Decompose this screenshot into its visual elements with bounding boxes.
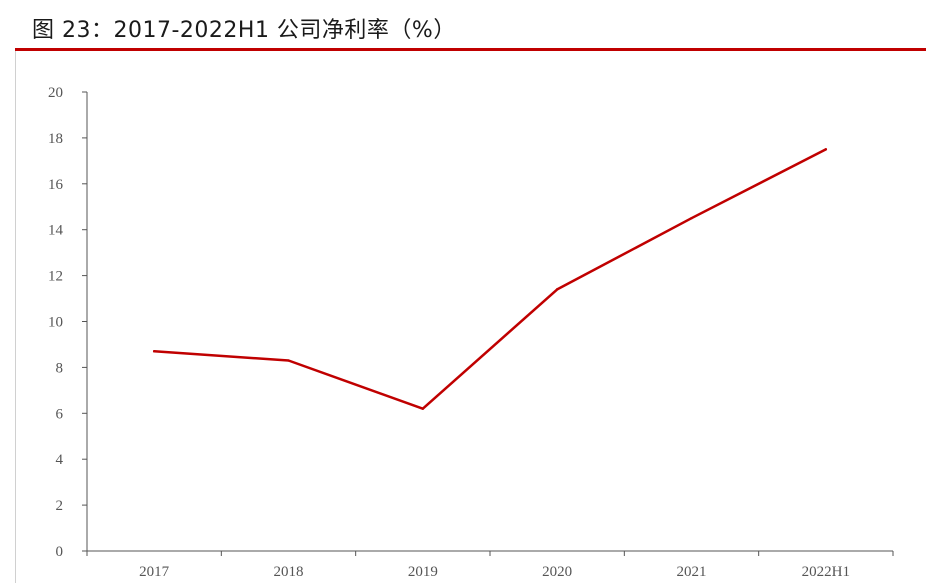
data-point bbox=[690, 217, 693, 220]
y-tick-label: 0 bbox=[56, 544, 64, 560]
y-tick-label: 4 bbox=[56, 452, 64, 468]
x-tick-label: 2018 bbox=[274, 564, 304, 580]
y-tick-label: 12 bbox=[48, 269, 63, 285]
frame-border-left bbox=[15, 51, 16, 583]
data-point bbox=[152, 350, 156, 353]
y-tick-label: 8 bbox=[56, 360, 64, 376]
title-divider bbox=[15, 48, 926, 51]
x-tick-label: 2017 bbox=[139, 564, 170, 580]
figure-title: 图 23：2017-2022H1 公司净利率（%） bbox=[32, 18, 456, 43]
y-tick-label: 14 bbox=[48, 223, 64, 239]
data-point bbox=[555, 288, 559, 291]
series-layer bbox=[152, 148, 828, 410]
y-tick-label: 6 bbox=[56, 406, 64, 422]
x-axis: 2017 2018 2019 2020 2021 2022H1 bbox=[86, 550, 894, 580]
y-tick-label: 10 bbox=[48, 315, 63, 331]
data-point bbox=[287, 359, 290, 362]
y-axis: 0 2 4 6 8 10 12 14 16 18 20 bbox=[48, 85, 88, 560]
data-point bbox=[824, 148, 828, 151]
series-line bbox=[152, 148, 828, 410]
y-tick-label: 2 bbox=[56, 498, 64, 514]
x-tick-label: 2021 bbox=[677, 564, 707, 580]
x-tick-label: 2022H1 bbox=[802, 564, 850, 580]
x-tick-label: 2020 bbox=[542, 564, 572, 580]
y-tick-label: 16 bbox=[48, 177, 64, 193]
x-tick-label: 2019 bbox=[408, 564, 438, 580]
y-tick-label: 18 bbox=[48, 131, 63, 147]
y-tick-label: 20 bbox=[48, 85, 63, 101]
figure-header: 图 23：2017-2022H1 公司净利率（%） bbox=[0, 0, 927, 51]
data-point bbox=[421, 407, 425, 410]
